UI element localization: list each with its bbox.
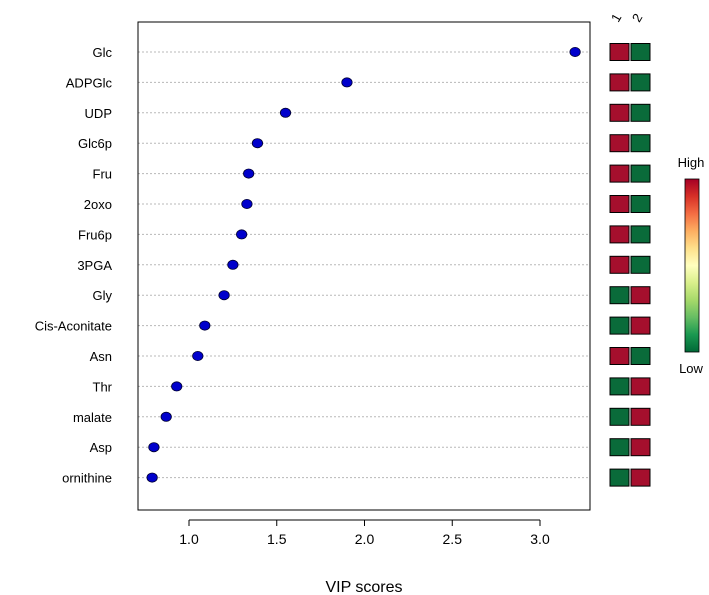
data-point	[192, 350, 204, 361]
data-point	[279, 107, 292, 118]
metabolite-label: Glc6p	[78, 136, 112, 151]
data-point	[160, 411, 172, 422]
heatmap-cell	[609, 377, 630, 396]
plot-area	[137, 21, 591, 511]
data-point	[227, 259, 239, 270]
heatmap-cell	[630, 103, 651, 122]
metabolite-label: UDP	[85, 106, 112, 121]
metabolite-label: 3PGA	[77, 258, 112, 273]
data-point	[236, 229, 248, 240]
x-axis: 1.0 1.5 2.0 2.5 3.0	[179, 519, 550, 547]
x-tick-label: 2.5	[443, 531, 463, 547]
heatmap-cell	[609, 347, 630, 365]
heatmap-cell	[609, 73, 630, 92]
heatmap-cell	[630, 316, 651, 335]
heatmap-cell	[609, 468, 630, 487]
heatmap-column-label: 1	[608, 11, 625, 25]
y-axis-labels: Glc ADPGlc UDP Glc6p Fru 2oxo Fru6p 3PGA Gly Cis-…	[35, 45, 113, 486]
heatmap-cell	[630, 43, 651, 61]
metabolite-label: Asp	[90, 440, 112, 455]
heatmap-cell	[630, 468, 651, 487]
legend-gradient-bar	[684, 178, 700, 353]
data-point	[243, 168, 255, 179]
heatmap-cell	[630, 407, 651, 426]
heatmap-cell	[609, 134, 630, 153]
heatmap-cell	[609, 316, 630, 335]
metabolite-label: Cis-Aconitate	[35, 319, 112, 334]
x-tick-label: 3.0	[530, 531, 550, 547]
metabolite-label: Fru	[93, 167, 113, 182]
metabolite-label: malate	[73, 410, 112, 425]
heatmap-cell	[609, 225, 630, 244]
data-point	[218, 290, 230, 301]
heatmap-cell	[630, 195, 651, 213]
data-point	[171, 381, 183, 392]
heatmap-cell	[630, 225, 651, 244]
grid-lines	[138, 51, 590, 479]
color-legend: High Low	[678, 155, 705, 376]
data-point	[569, 47, 581, 58]
metabolite-label: Gly	[93, 288, 113, 303]
x-tick-label: 1.0	[179, 531, 199, 547]
metabolite-label: Asn	[90, 349, 112, 364]
data-point	[199, 320, 211, 331]
heatmap-cell	[630, 286, 651, 305]
metabolite-label: Fru6p	[78, 227, 112, 242]
data-point	[241, 198, 253, 209]
heatmap-cell	[609, 407, 630, 426]
data-points	[146, 47, 581, 483]
heatmap-cell	[609, 286, 630, 305]
heatmap-cell	[630, 438, 651, 457]
data-point	[251, 138, 264, 149]
data-point	[146, 472, 158, 483]
heatmap-column-label: 2	[629, 11, 646, 25]
data-point	[341, 77, 353, 88]
heatmap-cell	[609, 164, 630, 183]
heatmap-cell	[630, 347, 651, 365]
metabolite-label: 2oxo	[84, 197, 112, 212]
metabolite-label: Glc	[93, 45, 113, 60]
heatmap-cell	[630, 73, 651, 92]
metabolite-label: ornithine	[62, 471, 112, 486]
data-point	[148, 442, 160, 453]
metabolite-label: ADPGlc	[66, 75, 113, 90]
heatmap-cell	[630, 164, 651, 183]
heatmap-cell	[609, 255, 630, 274]
heatmap-cell	[609, 195, 630, 213]
heatmap-cell	[609, 43, 630, 61]
heatmap-cell	[609, 103, 630, 122]
legend-high-label: High	[678, 155, 705, 170]
heatmap-cell	[609, 438, 630, 457]
x-tick-label: 2.0	[355, 531, 375, 547]
heatmap-cell	[630, 377, 651, 396]
x-axis-title: VIP scores	[325, 579, 402, 595]
heatmap-cell	[630, 255, 651, 274]
heatmap-cell	[630, 134, 651, 153]
legend-low-label: Low	[679, 361, 703, 376]
x-tick-label: 1.5	[267, 531, 287, 547]
metabolite-label: Thr	[93, 379, 113, 394]
